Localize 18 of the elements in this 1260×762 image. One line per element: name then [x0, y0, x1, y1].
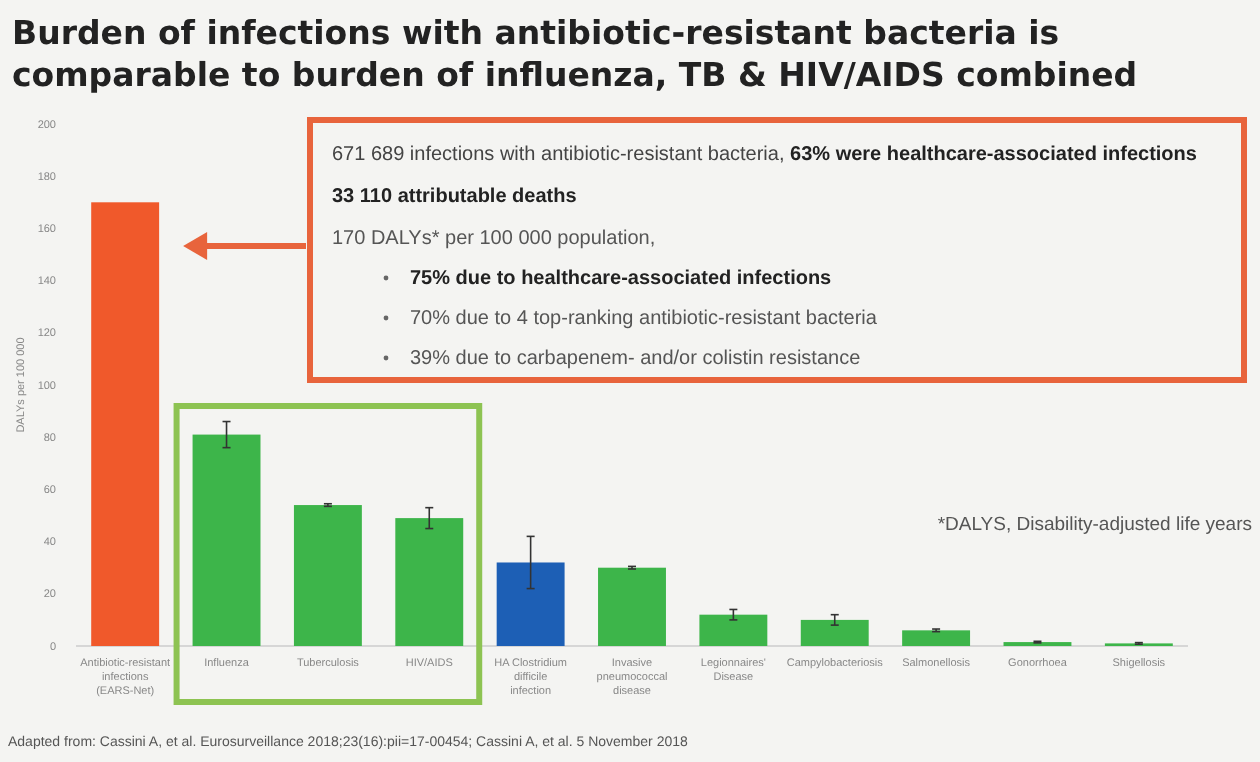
- chart-title: Burden of infections with antibiotic-resistant bacteria is comparable to burden of influenza, TB & HIV/AIDS combined: [12, 14, 1138, 94]
- annotation: 671 689 infections with antibiotic-resistant bacteria,: [332, 144, 791, 166]
- annotation: 39% due to carbapenem- and/or colistin resistance: [410, 348, 862, 370]
- bar: [699, 614, 768, 646]
- annotation: 75% due to healthcare-associated infections: [410, 268, 833, 290]
- annotation: 70% due to 4 top-ranking antibiotic-resistant bacteria: [410, 308, 878, 330]
- bar: [598, 567, 666, 646]
- annotation: 63% were healthcare-associated infections: [790, 144, 1198, 166]
- annotation: *DALYS, Disability-adjusted life years: [937, 514, 1253, 536]
- bar: [800, 619, 869, 646]
- bar: [192, 434, 261, 646]
- annotation: 170 DALYs* per 100 000 population,: [332, 228, 656, 250]
- bar: [902, 630, 971, 646]
- bar: [496, 562, 565, 646]
- bar: [395, 518, 464, 646]
- annotation: 33 110 attributable deaths: [332, 186, 578, 208]
- bar: [293, 505, 362, 646]
- bar: [91, 202, 160, 646]
